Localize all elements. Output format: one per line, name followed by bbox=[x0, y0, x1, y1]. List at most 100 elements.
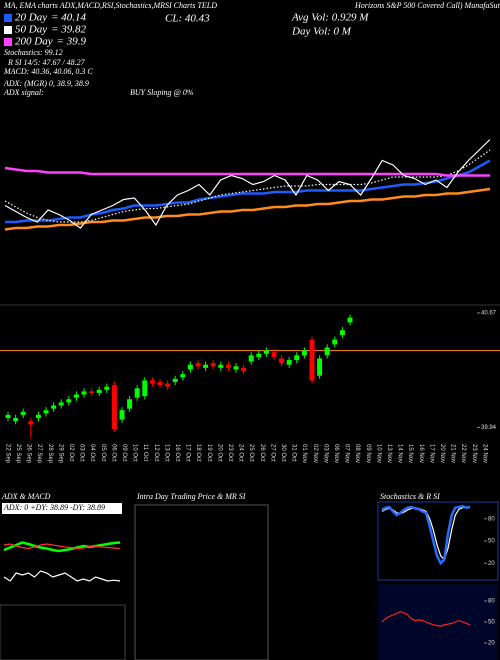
rsi-panel bbox=[378, 584, 498, 660]
series-line bbox=[381, 504, 471, 566]
close-price: CL: 40.43 bbox=[165, 13, 210, 25]
candle-body bbox=[225, 364, 231, 368]
candle-body bbox=[165, 383, 171, 387]
candle-body bbox=[5, 414, 11, 419]
candle-body bbox=[263, 350, 269, 354]
x-tick-label: 02 Oct bbox=[68, 444, 74, 462]
y-tick-label: 40.67 bbox=[481, 311, 497, 317]
x-tick-label: 24 Nov bbox=[481, 444, 487, 463]
candle-body bbox=[43, 410, 49, 414]
legend-swatch bbox=[4, 38, 12, 46]
day-volume: Day Vol: 0 M bbox=[291, 26, 352, 38]
adx-signal-label: ADX signal: bbox=[3, 88, 44, 97]
x-tick-label: 27 Oct bbox=[269, 444, 275, 462]
candle-body bbox=[203, 364, 209, 368]
series-line bbox=[4, 187, 491, 231]
candle-body bbox=[271, 352, 277, 357]
x-tick-label: 15 Nov bbox=[407, 444, 413, 463]
adx-label-box bbox=[2, 503, 122, 514]
series-line bbox=[3, 543, 121, 550]
panel-title: ADX & MACD bbox=[1, 492, 51, 501]
legend-value: = 39.82 bbox=[51, 24, 86, 36]
legend-value: = 39.9 bbox=[57, 36, 87, 48]
x-tick-label: 14 Nov bbox=[397, 444, 403, 463]
candle-body bbox=[241, 367, 247, 372]
panel-subtitle: ADX: 0 +DY: 38.89 -DY: 38.89 bbox=[3, 503, 105, 512]
adx-signal: BUY Sloping @ 0% bbox=[130, 88, 194, 97]
panel-frame bbox=[0, 604, 126, 660]
candle-body bbox=[347, 317, 353, 323]
stat-line: MACD: 40.36, 40.06, 0.3 C bbox=[3, 67, 93, 76]
candle-body bbox=[157, 381, 163, 386]
candle-body bbox=[301, 350, 307, 356]
x-tick-label: 23 Oct bbox=[227, 444, 233, 462]
legend-swatch bbox=[4, 14, 12, 22]
series-line bbox=[381, 610, 471, 627]
candle-body bbox=[28, 421, 34, 425]
intraday-panel bbox=[134, 504, 269, 660]
candle-body bbox=[58, 402, 64, 406]
x-tick-label: 06 Nov bbox=[333, 444, 339, 463]
panel-title: Stochastics & R SI bbox=[380, 492, 440, 501]
candle-body bbox=[89, 391, 95, 393]
page-title: MA, EMA charts ADX,MACD,RSI,Stochastics,… bbox=[3, 1, 217, 10]
x-tick-label: 16 Nov bbox=[418, 444, 424, 463]
legend-label: 20 Day bbox=[15, 12, 47, 24]
candle-body bbox=[172, 378, 178, 382]
candle-body bbox=[142, 380, 148, 397]
x-tick-label: 26 Oct bbox=[259, 444, 265, 462]
x-tick-label: 01 Nov bbox=[301, 444, 307, 463]
x-tick-label: 22 Nov bbox=[460, 444, 466, 463]
stat-line: Stochastics: 99.12 bbox=[4, 48, 63, 57]
candle-body bbox=[96, 389, 102, 393]
candle-body bbox=[149, 380, 155, 384]
x-tick-label: 03 Oct bbox=[79, 444, 85, 462]
candle-body bbox=[210, 363, 216, 367]
legend-swatch bbox=[4, 26, 12, 34]
x-tick-label: 25 Oct bbox=[248, 444, 254, 462]
x-tick-label: 25 Sep bbox=[15, 444, 21, 464]
candle-body bbox=[81, 391, 87, 395]
candle-body bbox=[104, 386, 110, 390]
x-tick-label: 20 Oct bbox=[216, 444, 222, 462]
x-tick-label: 19 Oct bbox=[206, 444, 212, 462]
y-tick-label: 50 bbox=[488, 620, 495, 626]
candle-body bbox=[286, 360, 292, 365]
series-line bbox=[3, 541, 121, 553]
x-tick-label: 09 Nov bbox=[365, 444, 371, 463]
series-line bbox=[4, 166, 490, 177]
y-tick-label: 80 bbox=[488, 599, 495, 605]
x-tick-label: 22 Sep bbox=[4, 444, 10, 464]
candle-body bbox=[66, 399, 72, 403]
stat-line: R SI 14/5: 47.67 / 48.27 bbox=[7, 58, 86, 67]
y-tick-label: 39.94 bbox=[481, 425, 497, 431]
x-tick-label: 17 Nov bbox=[428, 444, 434, 463]
candle-body bbox=[279, 358, 285, 364]
x-tick-label: 10 Nov bbox=[375, 444, 381, 463]
x-tick-label: 07 Nov bbox=[344, 444, 350, 463]
candle-body bbox=[180, 374, 186, 378]
series-line bbox=[3, 570, 121, 582]
candle-body bbox=[332, 339, 338, 345]
candle-body bbox=[324, 347, 330, 356]
x-tick-label: 21 Nov bbox=[450, 444, 456, 463]
candle-body bbox=[111, 385, 117, 430]
candle-body bbox=[256, 353, 262, 357]
x-tick-label: 05 Oct bbox=[100, 444, 106, 462]
x-tick-label: 04 Oct bbox=[89, 444, 95, 462]
series-line bbox=[4, 139, 491, 229]
y-tick-label: 20 bbox=[488, 561, 495, 567]
x-tick-label: 31 Oct bbox=[291, 444, 297, 462]
candle-body bbox=[127, 399, 133, 409]
x-tick-label: 23 Nov bbox=[471, 444, 477, 463]
candle-body bbox=[233, 366, 239, 370]
x-tick-label: 03 Nov bbox=[322, 444, 328, 463]
y-tick-label: 50 bbox=[488, 539, 495, 545]
candle-body bbox=[35, 414, 41, 419]
candle-body bbox=[73, 394, 79, 398]
series-line bbox=[381, 506, 470, 561]
x-tick-label: 02 Nov bbox=[312, 444, 318, 463]
candle-body bbox=[339, 330, 345, 335]
x-tick-label: 13 Oct bbox=[163, 444, 169, 462]
